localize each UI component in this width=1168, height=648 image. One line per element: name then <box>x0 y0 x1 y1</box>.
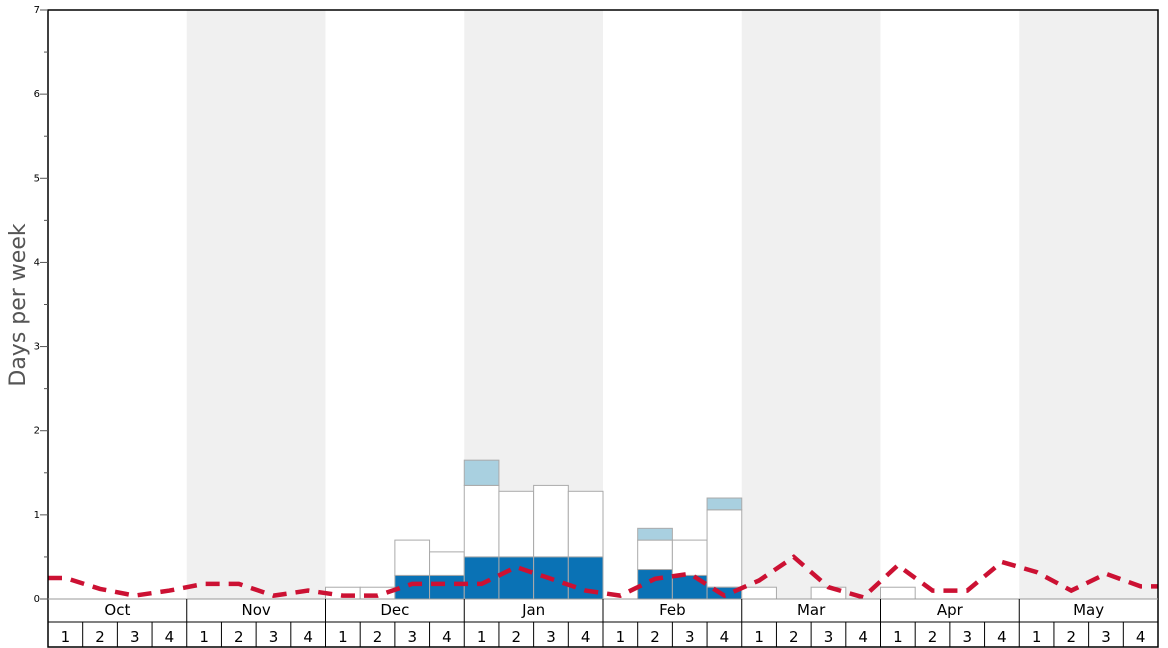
week-label: 2 <box>373 628 383 646</box>
bar-dark <box>637 569 673 600</box>
trend-line <box>48 554 1158 600</box>
week-label: 4 <box>165 628 175 646</box>
y-tick-label: 7 <box>34 5 40 16</box>
week-label: 2 <box>650 628 660 646</box>
month-label: Feb <box>659 601 686 619</box>
week-label: 4 <box>720 628 730 646</box>
bars <box>325 459 916 600</box>
bar-empty <box>741 586 777 600</box>
y-axis: 0 1 2 3 4 5 6 7 <box>34 5 48 605</box>
week-label: 4 <box>997 628 1007 646</box>
week-label: 1 <box>477 628 487 646</box>
week-label: 1 <box>338 628 348 646</box>
bar-dark <box>463 556 500 600</box>
bar-empty <box>637 539 673 571</box>
week-label: 3 <box>824 628 834 646</box>
y-tick-label: 3 <box>34 342 40 353</box>
bar-empty <box>498 490 535 558</box>
month-band <box>186 10 326 599</box>
bar-empty <box>429 551 465 576</box>
week-label: 2 <box>512 628 522 646</box>
week-label: 2 <box>234 628 244 646</box>
week-label: 3 <box>130 628 140 646</box>
week-label: 4 <box>303 628 313 646</box>
week-label: 1 <box>616 628 626 646</box>
month-band <box>1019 10 1158 599</box>
bar-dark <box>429 574 465 600</box>
week-label: 3 <box>1101 628 1111 646</box>
month-label: Oct <box>104 601 130 619</box>
bar-dark <box>498 556 535 600</box>
week-label: 3 <box>407 628 417 646</box>
week-label: 2 <box>928 628 938 646</box>
month-label: Nov <box>241 601 270 619</box>
week-label: 1 <box>1032 628 1042 646</box>
month-band <box>741 10 881 599</box>
trend-line-path <box>48 554 1158 600</box>
bar-empty <box>533 484 569 558</box>
month-label: Apr <box>937 601 964 619</box>
y-tick-label: 4 <box>34 257 40 268</box>
bar-empty <box>880 586 916 600</box>
y-tick-label: 0 <box>34 594 40 605</box>
bar-empty <box>706 509 743 588</box>
y-tick-label: 2 <box>34 426 40 437</box>
week-label: 3 <box>685 628 695 646</box>
week-label: 1 <box>754 628 764 646</box>
week-label: 2 <box>789 628 799 646</box>
week-label: 2 <box>95 628 105 646</box>
bar-dark <box>394 574 431 600</box>
week-label: 2 <box>1067 628 1077 646</box>
week-label: 4 <box>581 628 591 646</box>
bar-empty <box>394 539 431 576</box>
bar-light <box>637 527 673 541</box>
y-tick-label: 1 <box>34 510 40 521</box>
month-label: May <box>1073 601 1104 619</box>
month-label: Mar <box>797 601 826 619</box>
y-axis-label: Days per week <box>6 223 31 386</box>
month-bands <box>186 10 1158 599</box>
y-tick-label: 6 <box>34 89 40 100</box>
month-label: Jan <box>521 601 545 619</box>
bar-light <box>463 459 500 486</box>
bar-empty <box>463 484 500 558</box>
week-label: 1 <box>61 628 71 646</box>
week-label: 4 <box>858 628 868 646</box>
x-axis: Oct 1 2 3 4 Nov 1 2 3 4 Dec 1 2 3 4 Jan 1 2 3 4 Feb 1 2 3 4 Mar 1 2… <box>48 599 1158 647</box>
bar-empty <box>671 539 708 576</box>
week-label: 3 <box>546 628 556 646</box>
week-label: 3 <box>269 628 279 646</box>
week-label: 4 <box>442 628 452 646</box>
week-label: 1 <box>893 628 903 646</box>
y-tick-label: 5 <box>34 173 40 184</box>
week-label: 4 <box>1136 628 1146 646</box>
week-label: 3 <box>962 628 972 646</box>
bar-empty <box>567 490 604 558</box>
bar-light <box>706 497 743 511</box>
week-label: 1 <box>199 628 209 646</box>
month-label: Dec <box>380 601 409 619</box>
